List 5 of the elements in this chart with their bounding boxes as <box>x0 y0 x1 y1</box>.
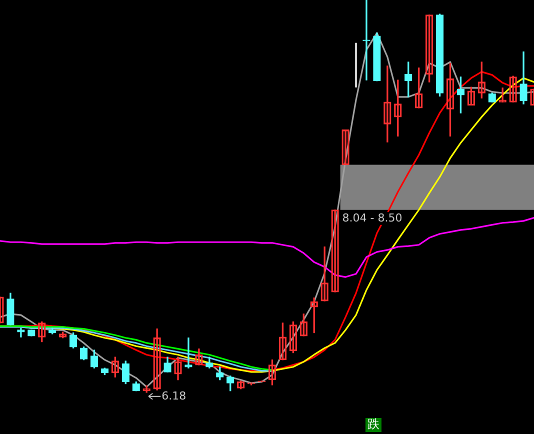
annotation: 6.18 <box>162 389 186 402</box>
candlestick <box>331 210 339 292</box>
band-label: 8.04 - 8.50 <box>342 211 402 224</box>
text: 跌 <box>367 417 380 432</box>
candlestick <box>342 130 350 166</box>
